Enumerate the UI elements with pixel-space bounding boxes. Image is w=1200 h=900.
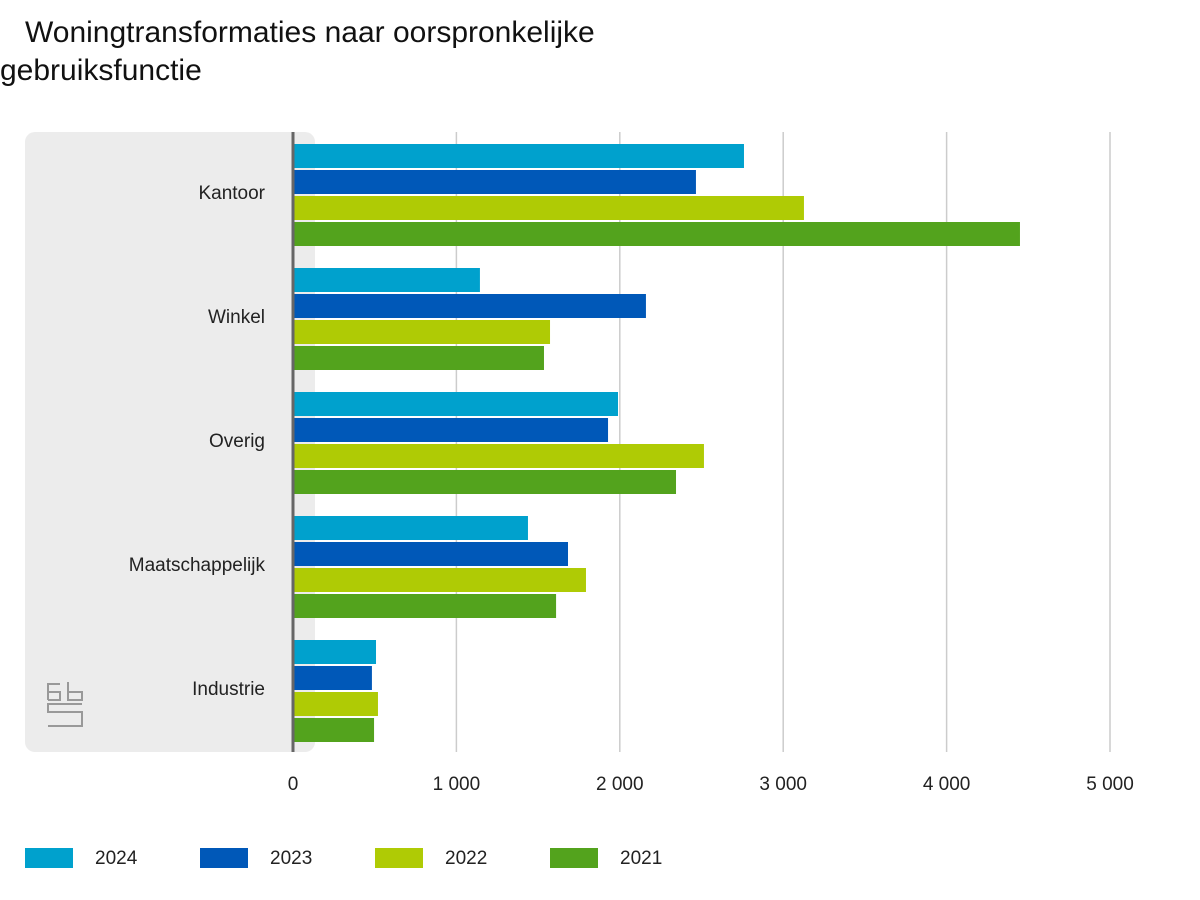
y-tick-label: Maatschappelijk [129, 555, 266, 576]
bar [293, 392, 619, 416]
bar [293, 568, 586, 592]
bar [293, 222, 1020, 246]
y-tick-label: Winkel [208, 307, 265, 328]
y-tick-label: Kantoor [198, 183, 265, 204]
bar [293, 516, 528, 540]
y-tick-label: Industrie [192, 679, 265, 700]
legend-swatch [550, 848, 598, 868]
x-tick-label: 0 [288, 774, 299, 795]
legend-label: 2021 [620, 848, 662, 869]
legend-label: 2023 [270, 848, 312, 869]
bar [293, 320, 551, 344]
legend-swatch [25, 848, 73, 868]
bar [293, 640, 377, 664]
bar [293, 418, 609, 442]
x-tick-label: 1 000 [433, 774, 481, 795]
legend-label: 2022 [445, 848, 487, 869]
bar [293, 718, 375, 742]
x-tick-label: 2 000 [596, 774, 644, 795]
bar [293, 268, 480, 292]
logo [47, 682, 83, 727]
bar [293, 542, 569, 566]
legend-label: 2024 [95, 848, 138, 869]
bar [293, 444, 704, 468]
x-tick-label: 4 000 [923, 774, 971, 795]
x-tick-label: 5 000 [1086, 774, 1134, 795]
bar [293, 666, 372, 690]
legend-swatch [200, 848, 248, 868]
label-panel [25, 132, 315, 752]
y-tick-label: Overig [209, 431, 265, 452]
bar [293, 346, 544, 370]
bar [293, 170, 696, 194]
legend-swatch [375, 848, 423, 868]
bar [293, 294, 646, 318]
chart-title: Woningtransformaties naar oorspronkelijk… [0, 16, 595, 87]
x-tick-label: 3 000 [759, 774, 807, 795]
bar [293, 594, 557, 618]
bar [293, 692, 378, 716]
bar [293, 144, 744, 168]
bar [293, 196, 804, 220]
bar [293, 470, 677, 494]
